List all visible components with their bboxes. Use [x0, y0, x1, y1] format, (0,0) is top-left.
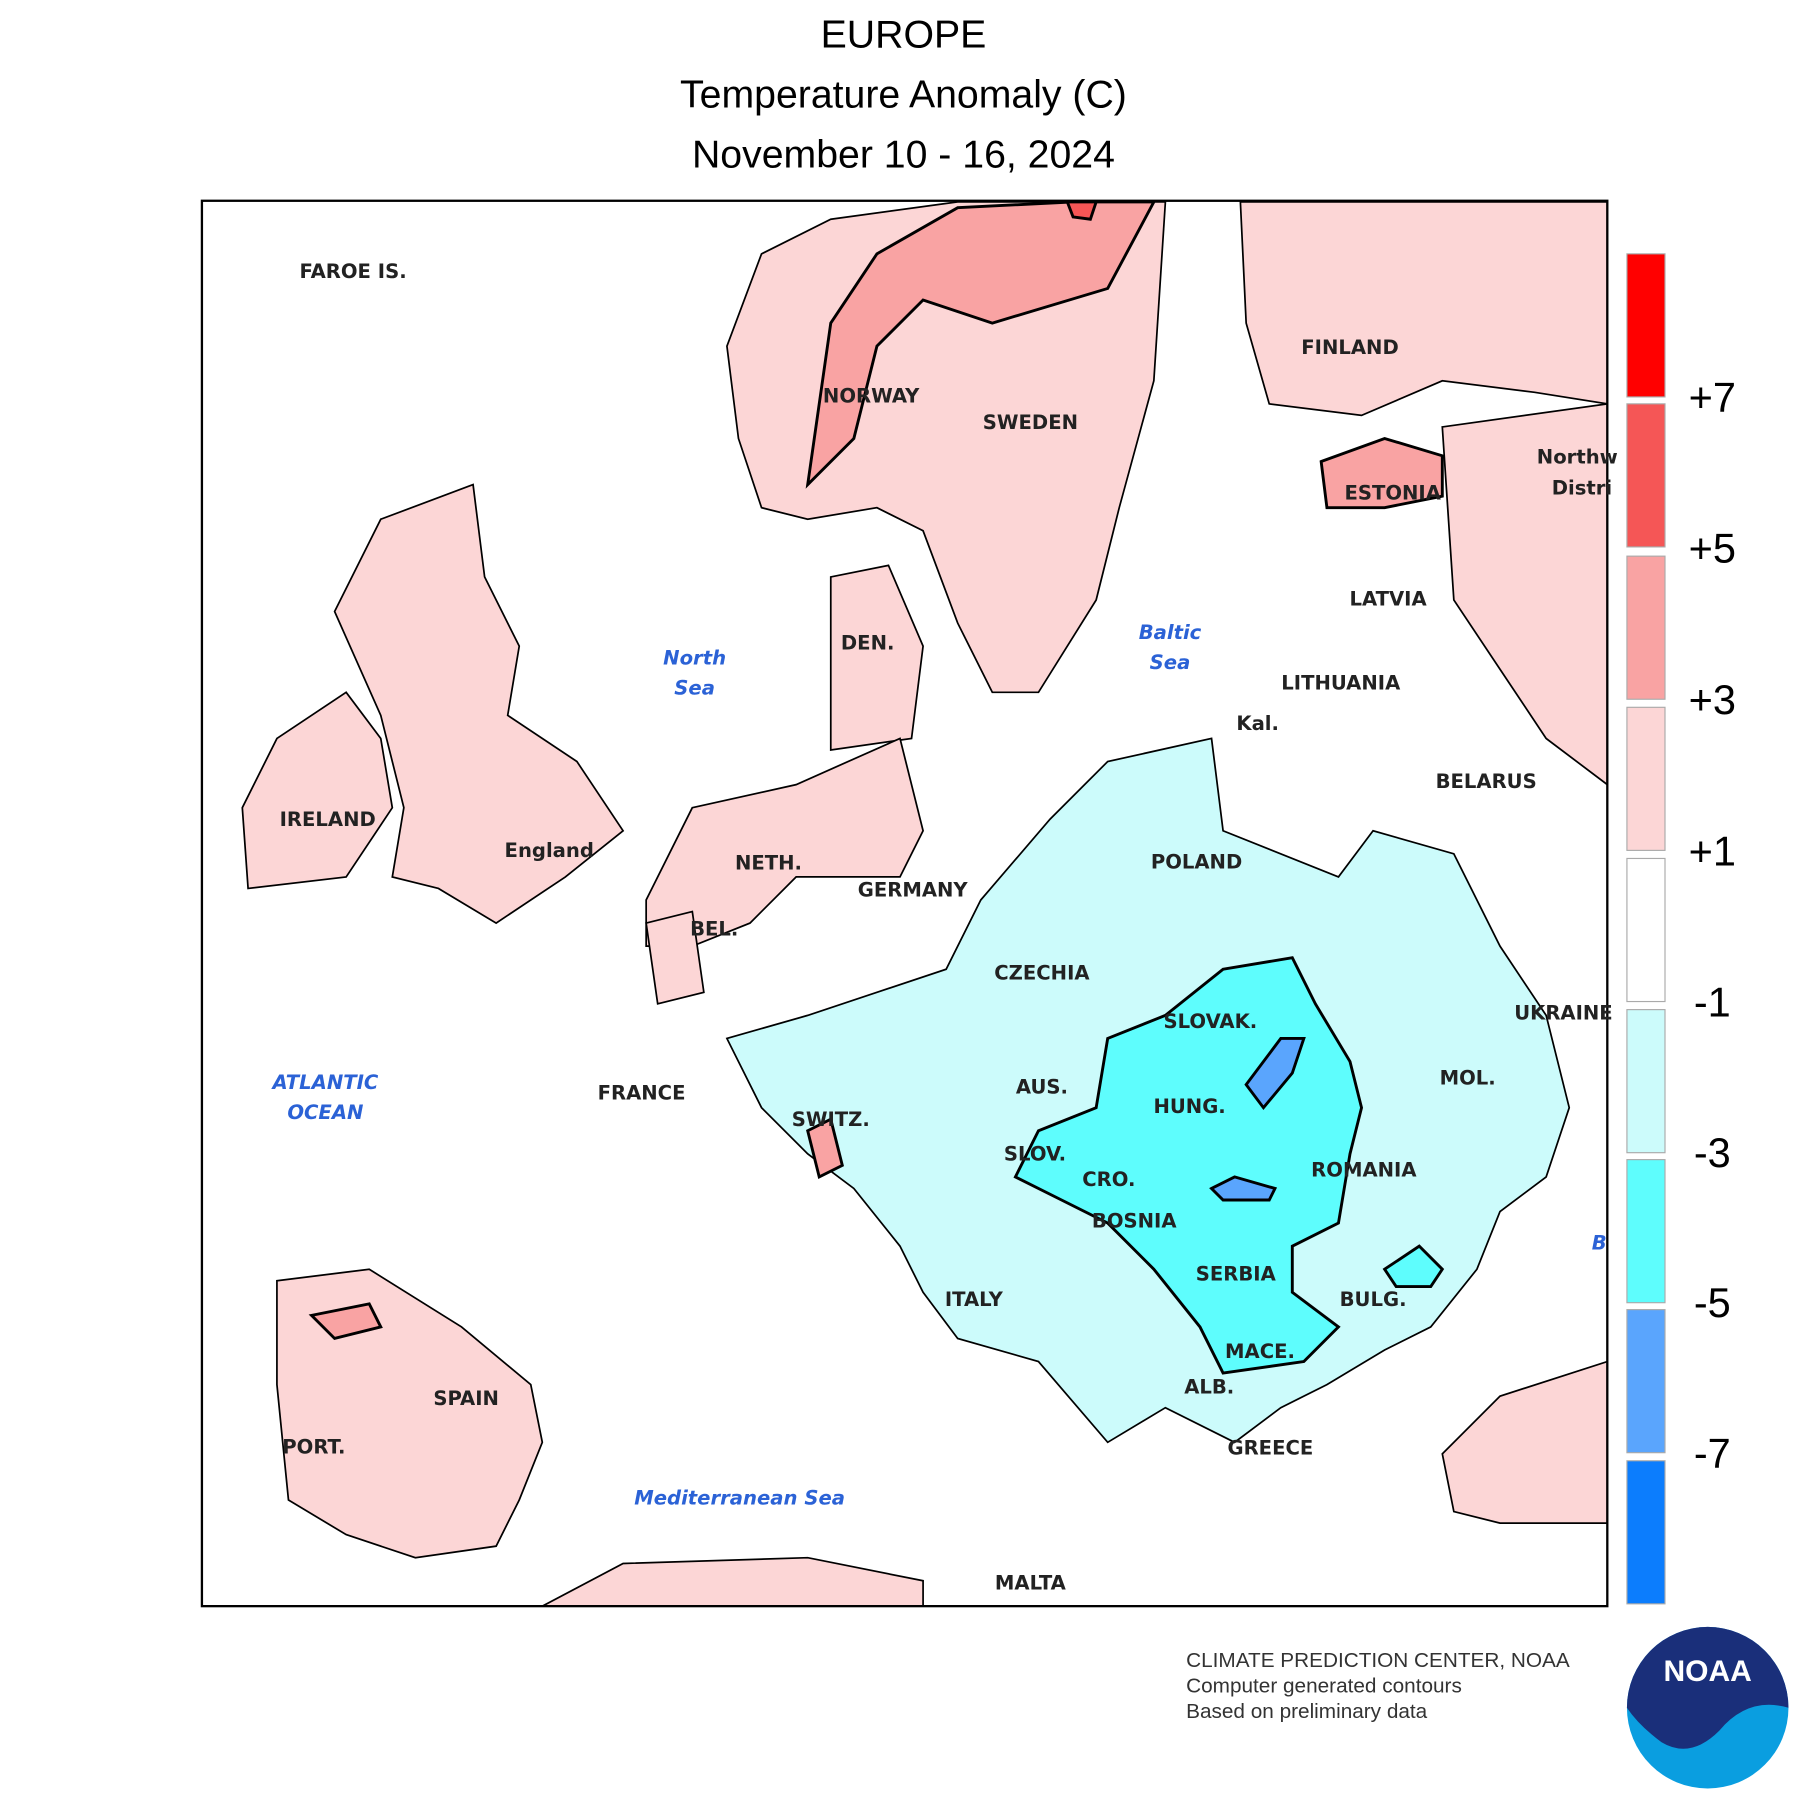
- anomaly-region: [333, 483, 625, 925]
- place-label: UKRAINE: [1514, 1002, 1613, 1025]
- place-label: DEN.: [841, 631, 895, 654]
- sea-label: Sea: [674, 676, 715, 699]
- place-label: BULG.: [1340, 1288, 1407, 1311]
- place-label: PORT.: [282, 1436, 345, 1459]
- noaa-logo: NOAA: [1626, 1626, 1789, 1789]
- map-labels: FAROE IS. NORWAY SWEDEN FINLAND ESTONIA LATVI…: [270, 260, 1617, 1595]
- place-label: SLOV.: [1004, 1143, 1066, 1166]
- place-label: BOSNIA: [1092, 1209, 1177, 1232]
- sea-label: Sea: [1150, 651, 1191, 674]
- legend-swatch: [1626, 857, 1666, 1003]
- place-label: England: [505, 839, 594, 862]
- place-label: HUNG.: [1153, 1095, 1225, 1118]
- place-label: Northw: [1537, 446, 1618, 469]
- anomaly-region: [308, 1302, 383, 1341]
- dates: November 10 - 16, 2024: [692, 132, 1115, 176]
- sea-label: Mediterranean Sea: [634, 1486, 845, 1509]
- subtitle: Temperature Anomaly (C): [680, 72, 1127, 116]
- place-label: NORWAY: [823, 384, 920, 407]
- legend-label: +5: [1689, 525, 1736, 572]
- place-label: BELARUS: [1436, 770, 1537, 793]
- place-label: SWEDEN: [983, 411, 1078, 434]
- legend-swatch: [1626, 1460, 1666, 1605]
- place-label: FINLAND: [1301, 336, 1398, 359]
- place-label: SLOVAK.: [1164, 1010, 1258, 1033]
- logo-text: NOAA: [1664, 1655, 1752, 1688]
- legend-swatch: [1626, 1009, 1666, 1154]
- sea-label: North: [663, 646, 726, 669]
- anomaly-region: [241, 691, 394, 890]
- anomaly-regions: [241, 200, 1608, 1607]
- anomaly-region: [1441, 402, 1608, 786]
- place-label: ALB.: [1184, 1376, 1234, 1399]
- anomaly-region: [541, 1556, 924, 1607]
- map-frame: [200, 199, 1609, 1608]
- anomaly-region: [1319, 436, 1444, 510]
- title: EUROPE: [821, 12, 987, 56]
- place-label: FRANCE: [598, 1081, 686, 1104]
- anomaly-region: [1441, 1360, 1608, 1524]
- legend: +7 +5 +3 +1 -1 -3 -5 -7: [1626, 253, 1736, 1605]
- legend-swatch: [1626, 403, 1666, 548]
- place-label: ESTONIA: [1344, 481, 1441, 504]
- place-label: Kal.: [1236, 712, 1279, 735]
- footer-line: Computer generated contours: [1186, 1674, 1462, 1697]
- place-label: NETH.: [735, 852, 802, 875]
- sea-label: Baltic: [1139, 621, 1202, 644]
- anomaly-region: [645, 910, 705, 1005]
- place-label: BEL.: [690, 918, 738, 941]
- legend-swatch: [1626, 1309, 1666, 1454]
- place-label: SPAIN: [433, 1387, 499, 1410]
- anomaly-region: [1382, 1244, 1445, 1288]
- place-label: SWITZ.: [792, 1108, 870, 1131]
- legend-swatch: [1626, 706, 1666, 851]
- place-label: MALTA: [995, 1572, 1067, 1595]
- place-label: LITHUANIA: [1281, 672, 1401, 695]
- place-label: CZECHIA: [994, 961, 1090, 984]
- legend-label: +3: [1689, 676, 1736, 723]
- legend-label: +7: [1689, 373, 1736, 420]
- place-label: SERBIA: [1196, 1263, 1277, 1286]
- anomaly-region: [806, 1117, 844, 1180]
- place-label: MOL.: [1440, 1066, 1496, 1089]
- place-label: ITALY: [945, 1288, 1004, 1311]
- place-label: FAROE IS.: [299, 260, 406, 283]
- sea-label: ATLANTIC: [270, 1071, 378, 1094]
- sea-label: B: [1592, 1231, 1607, 1254]
- anomaly-region: [1244, 1037, 1306, 1111]
- legend-label: -7: [1694, 1430, 1731, 1477]
- anomaly-region: [1065, 200, 1099, 221]
- place-label: Distri: [1552, 477, 1612, 500]
- place-label: POLAND: [1151, 851, 1242, 874]
- anomaly-region: [1239, 201, 1608, 417]
- place-label: GERMANY: [858, 878, 969, 901]
- legend-swatch: [1626, 1159, 1666, 1304]
- anomaly-region: [1209, 1175, 1278, 1202]
- anomaly-region: [805, 200, 1157, 489]
- footer-line: CLIMATE PREDICTION CENTER, NOAA: [1186, 1649, 1570, 1672]
- place-label: ROMANIA: [1311, 1159, 1417, 1182]
- legend-label: -5: [1694, 1279, 1731, 1326]
- footer-line: Based on preliminary data: [1186, 1700, 1428, 1723]
- legend-label: -1: [1694, 979, 1731, 1026]
- legend-label: +1: [1689, 827, 1736, 874]
- anomaly-region: [276, 1268, 544, 1559]
- legend-label: -3: [1694, 1129, 1731, 1176]
- place-label: AUS.: [1016, 1076, 1068, 1099]
- place-label: IRELAND: [280, 808, 376, 831]
- sea-label: OCEAN: [287, 1101, 363, 1124]
- legend-swatch: [1626, 253, 1666, 398]
- legend-swatch: [1626, 555, 1666, 700]
- place-label: MACE.: [1225, 1340, 1295, 1363]
- place-label: LATVIA: [1349, 588, 1427, 611]
- place-label: CRO.: [1082, 1168, 1135, 1191]
- anomaly-region: [829, 564, 924, 751]
- anomaly-region: [645, 737, 924, 948]
- place-label: GREECE: [1227, 1437, 1313, 1460]
